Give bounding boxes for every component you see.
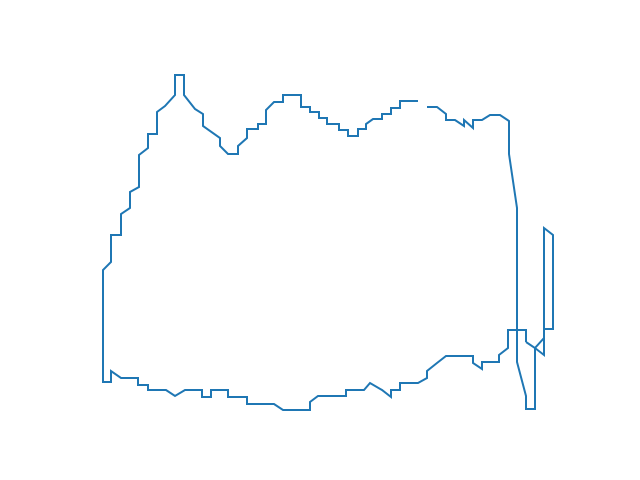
contour-right-outline <box>427 106 554 410</box>
contour-main-outline <box>102 74 527 411</box>
